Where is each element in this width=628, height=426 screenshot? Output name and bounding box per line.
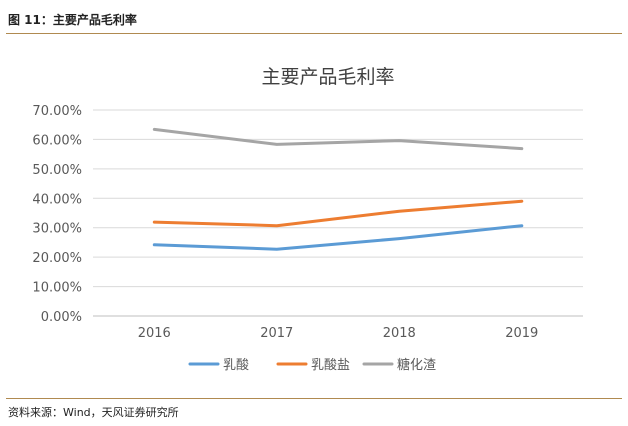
figure-caption: 图 11：主要产品毛利率 bbox=[8, 13, 137, 27]
legend-label: 乳酸 bbox=[223, 358, 249, 373]
series-line bbox=[152, 224, 524, 251]
legend-label: 乳酸盐 bbox=[311, 358, 350, 373]
legend-label: 糖化渣 bbox=[397, 357, 436, 373]
bottom-rule bbox=[6, 398, 622, 399]
x-tick-label: 2019 bbox=[505, 326, 538, 341]
series-line bbox=[152, 127, 524, 151]
y-tick-label: 60.00% bbox=[32, 133, 82, 148]
source-note: 资料来源：Wind，天风证券研究所 bbox=[8, 406, 179, 419]
y-tick-label: 50.00% bbox=[32, 163, 82, 178]
x-tick-label: 2016 bbox=[138, 326, 171, 341]
x-tick-label: 2017 bbox=[260, 326, 293, 341]
y-tick-label: 20.00% bbox=[32, 251, 82, 266]
y-tick-label: 40.00% bbox=[32, 192, 82, 207]
y-tick-label: 10.00% bbox=[32, 281, 82, 296]
x-tick-label: 2018 bbox=[383, 326, 416, 341]
chart-title: 主要产品毛利率 bbox=[261, 66, 394, 88]
series-line bbox=[152, 199, 524, 228]
y-tick-label: 30.00% bbox=[32, 222, 82, 237]
y-tick-label: 70.00% bbox=[32, 104, 82, 119]
top-rule bbox=[6, 33, 622, 34]
y-tick-label: 0.00% bbox=[41, 310, 82, 325]
